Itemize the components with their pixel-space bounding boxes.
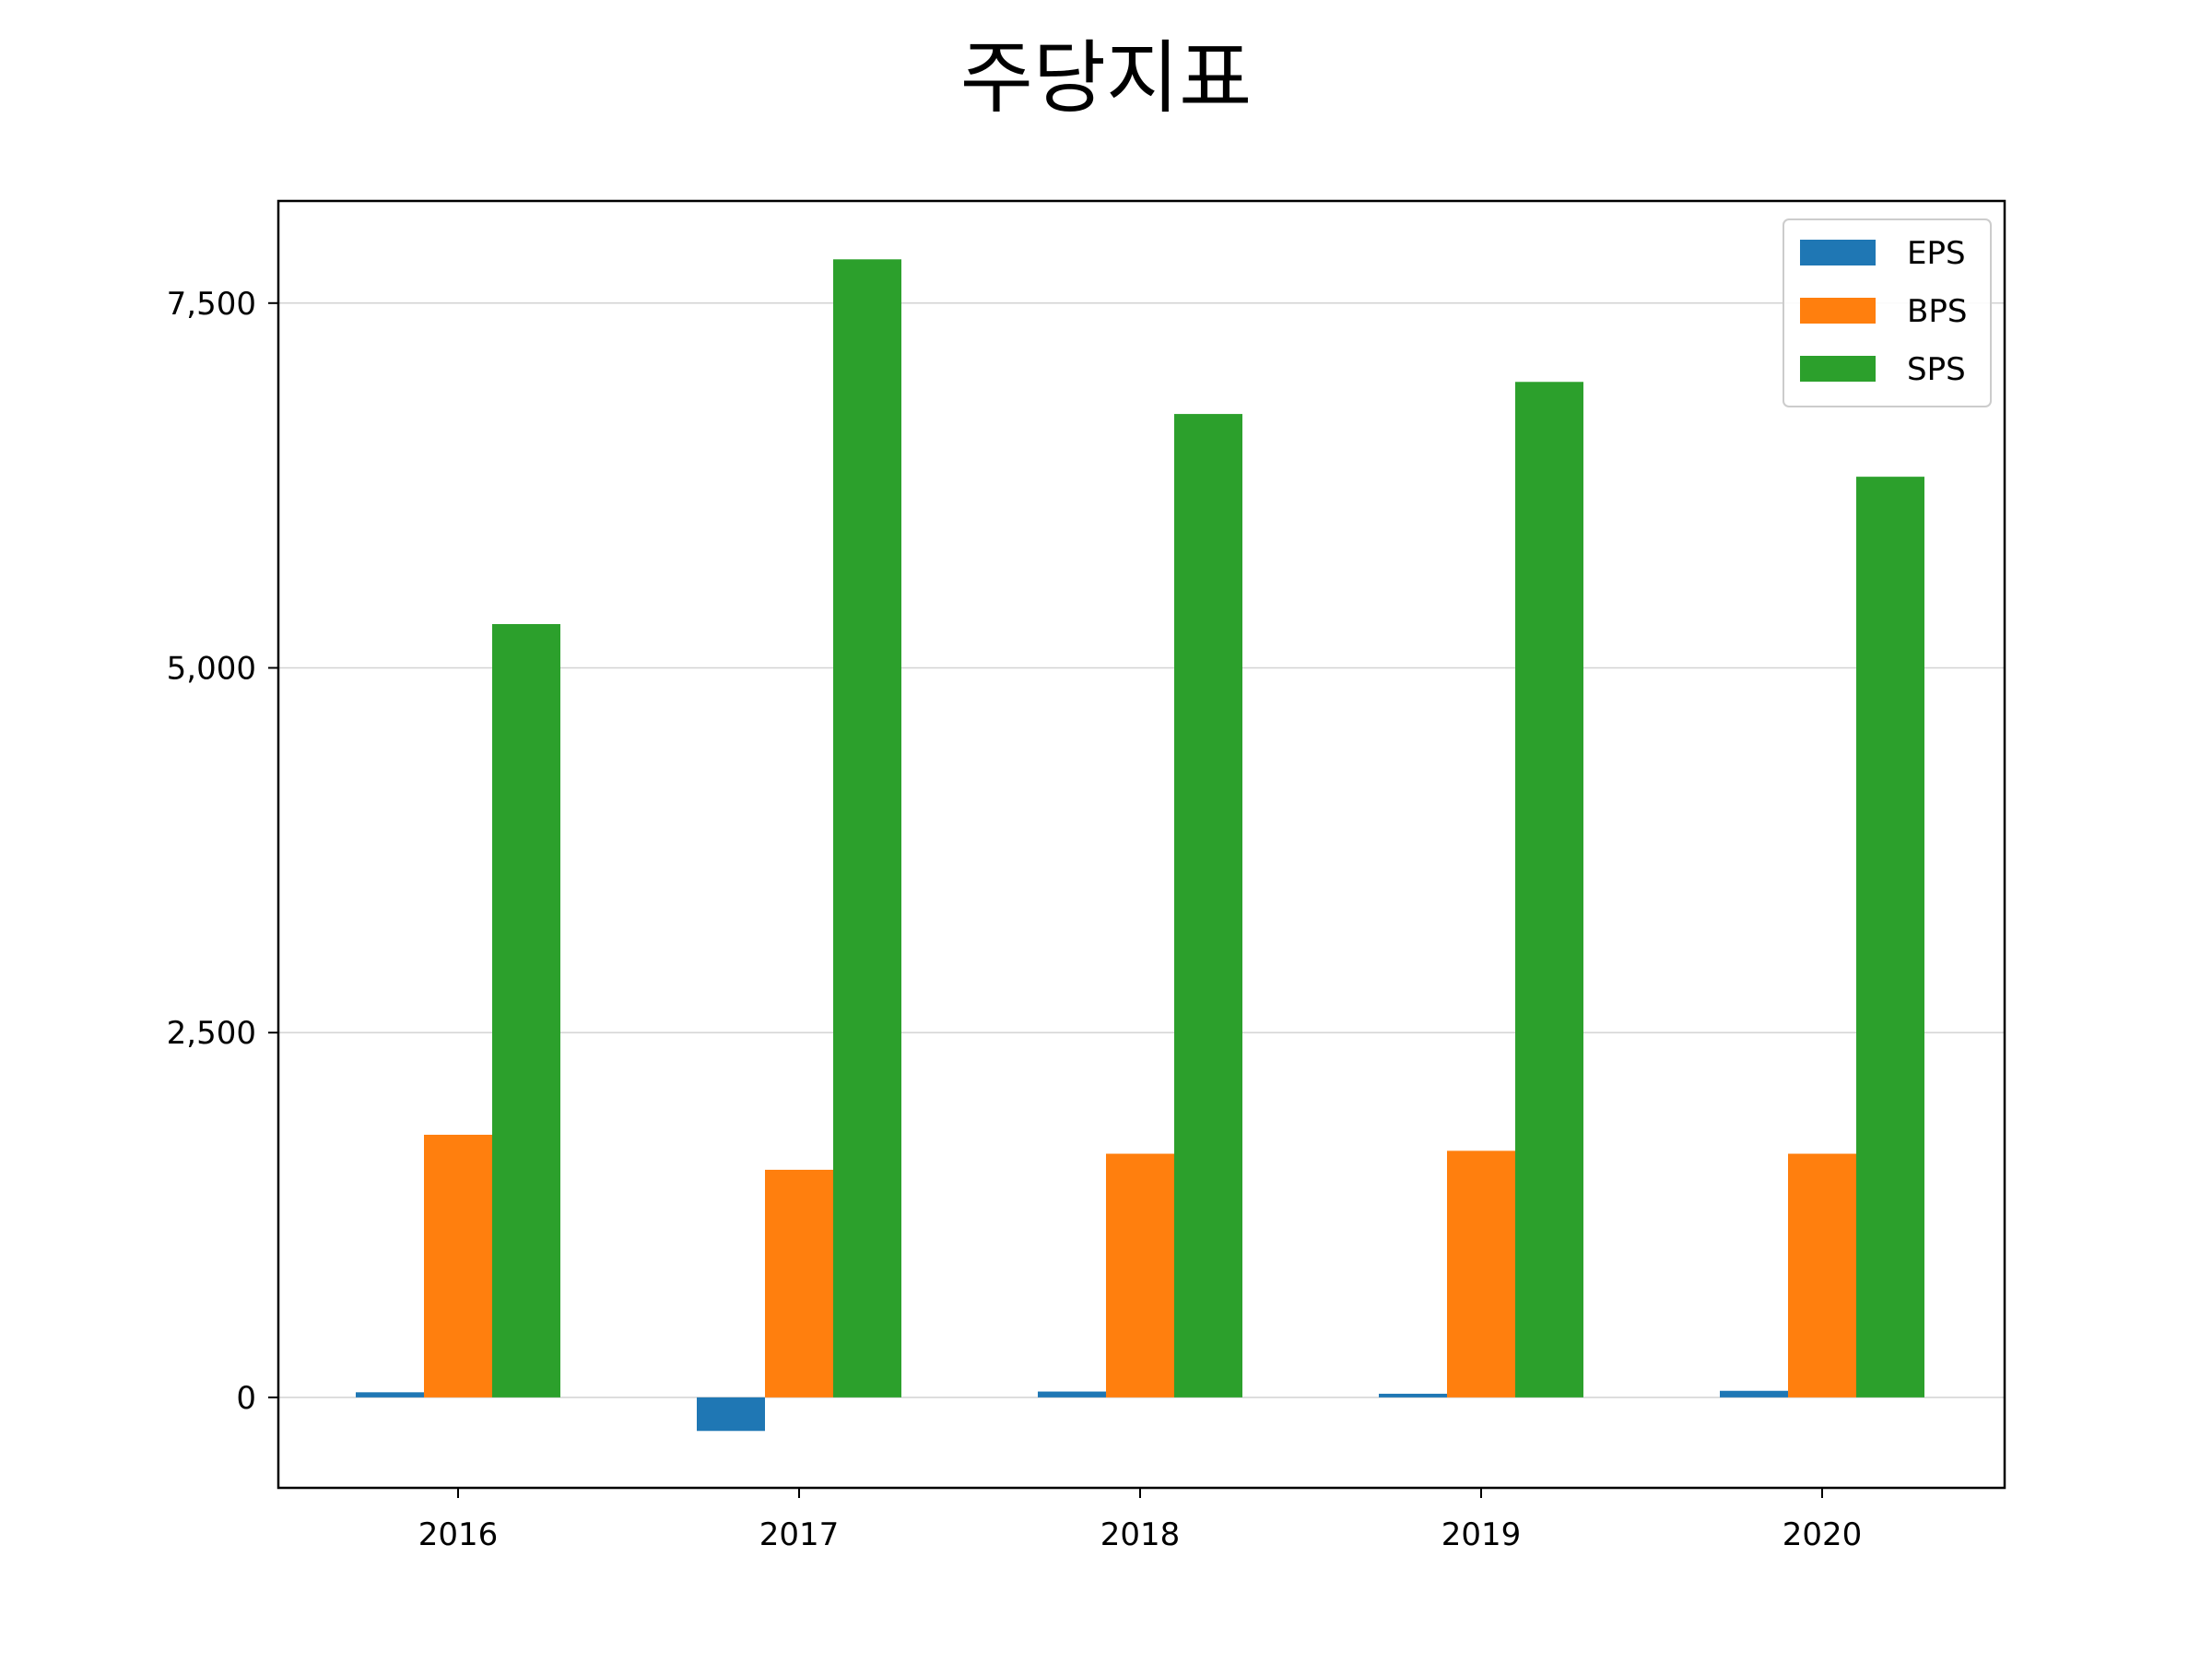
bar-eps-2019 — [1379, 1393, 1447, 1398]
legend: EPS BPS SPS — [1783, 218, 1992, 407]
axes: 0 2,500 5,000 7,500 2016 2017 2018 2019 2020 — [167, 286, 1863, 1553]
x-tick-label: 2018 — [1100, 1516, 1181, 1553]
x-tick-label: 2016 — [418, 1516, 499, 1553]
legend-swatch-sps — [1800, 356, 1876, 382]
x-tick-label: 2019 — [1441, 1516, 1522, 1553]
bar-eps-2020 — [1720, 1390, 1788, 1398]
bar-bps-2016 — [424, 1134, 492, 1398]
y-tick-label: 7,500 — [167, 286, 256, 323]
bar-bps-2017 — [765, 1169, 833, 1398]
y-tick-label: 0 — [236, 1380, 256, 1417]
legend-swatch-eps — [1800, 240, 1876, 265]
legend-label-bps: BPS — [1907, 293, 1967, 330]
y-tick-label: 5,000 — [167, 650, 256, 687]
x-tick-label: 2017 — [759, 1516, 840, 1553]
bar-sps-2016 — [492, 624, 560, 1398]
bar-bps-2019 — [1447, 1150, 1515, 1398]
y-tick-label: 2,500 — [167, 1015, 256, 1052]
bar-eps-2017 — [697, 1397, 765, 1432]
bar-eps-2016 — [356, 1392, 424, 1398]
legend-swatch-bps — [1800, 298, 1876, 324]
bar-eps-2018 — [1038, 1391, 1106, 1398]
legend-label-eps: EPS — [1907, 235, 1966, 272]
bar-sps-2020 — [1856, 477, 1924, 1398]
bar-sps-2017 — [833, 259, 901, 1398]
plot-area-frame — [276, 199, 2006, 1490]
chart-title: 주당지표 — [959, 32, 1253, 124]
legend-label-sps: SPS — [1907, 351, 1966, 388]
bar-bps-2018 — [1106, 1153, 1174, 1398]
bar-sps-2018 — [1174, 414, 1242, 1398]
x-tick-label: 2020 — [1783, 1516, 1863, 1553]
bars — [356, 259, 1924, 1432]
bar-bps-2020 — [1788, 1153, 1856, 1398]
bar-sps-2019 — [1515, 382, 1583, 1398]
